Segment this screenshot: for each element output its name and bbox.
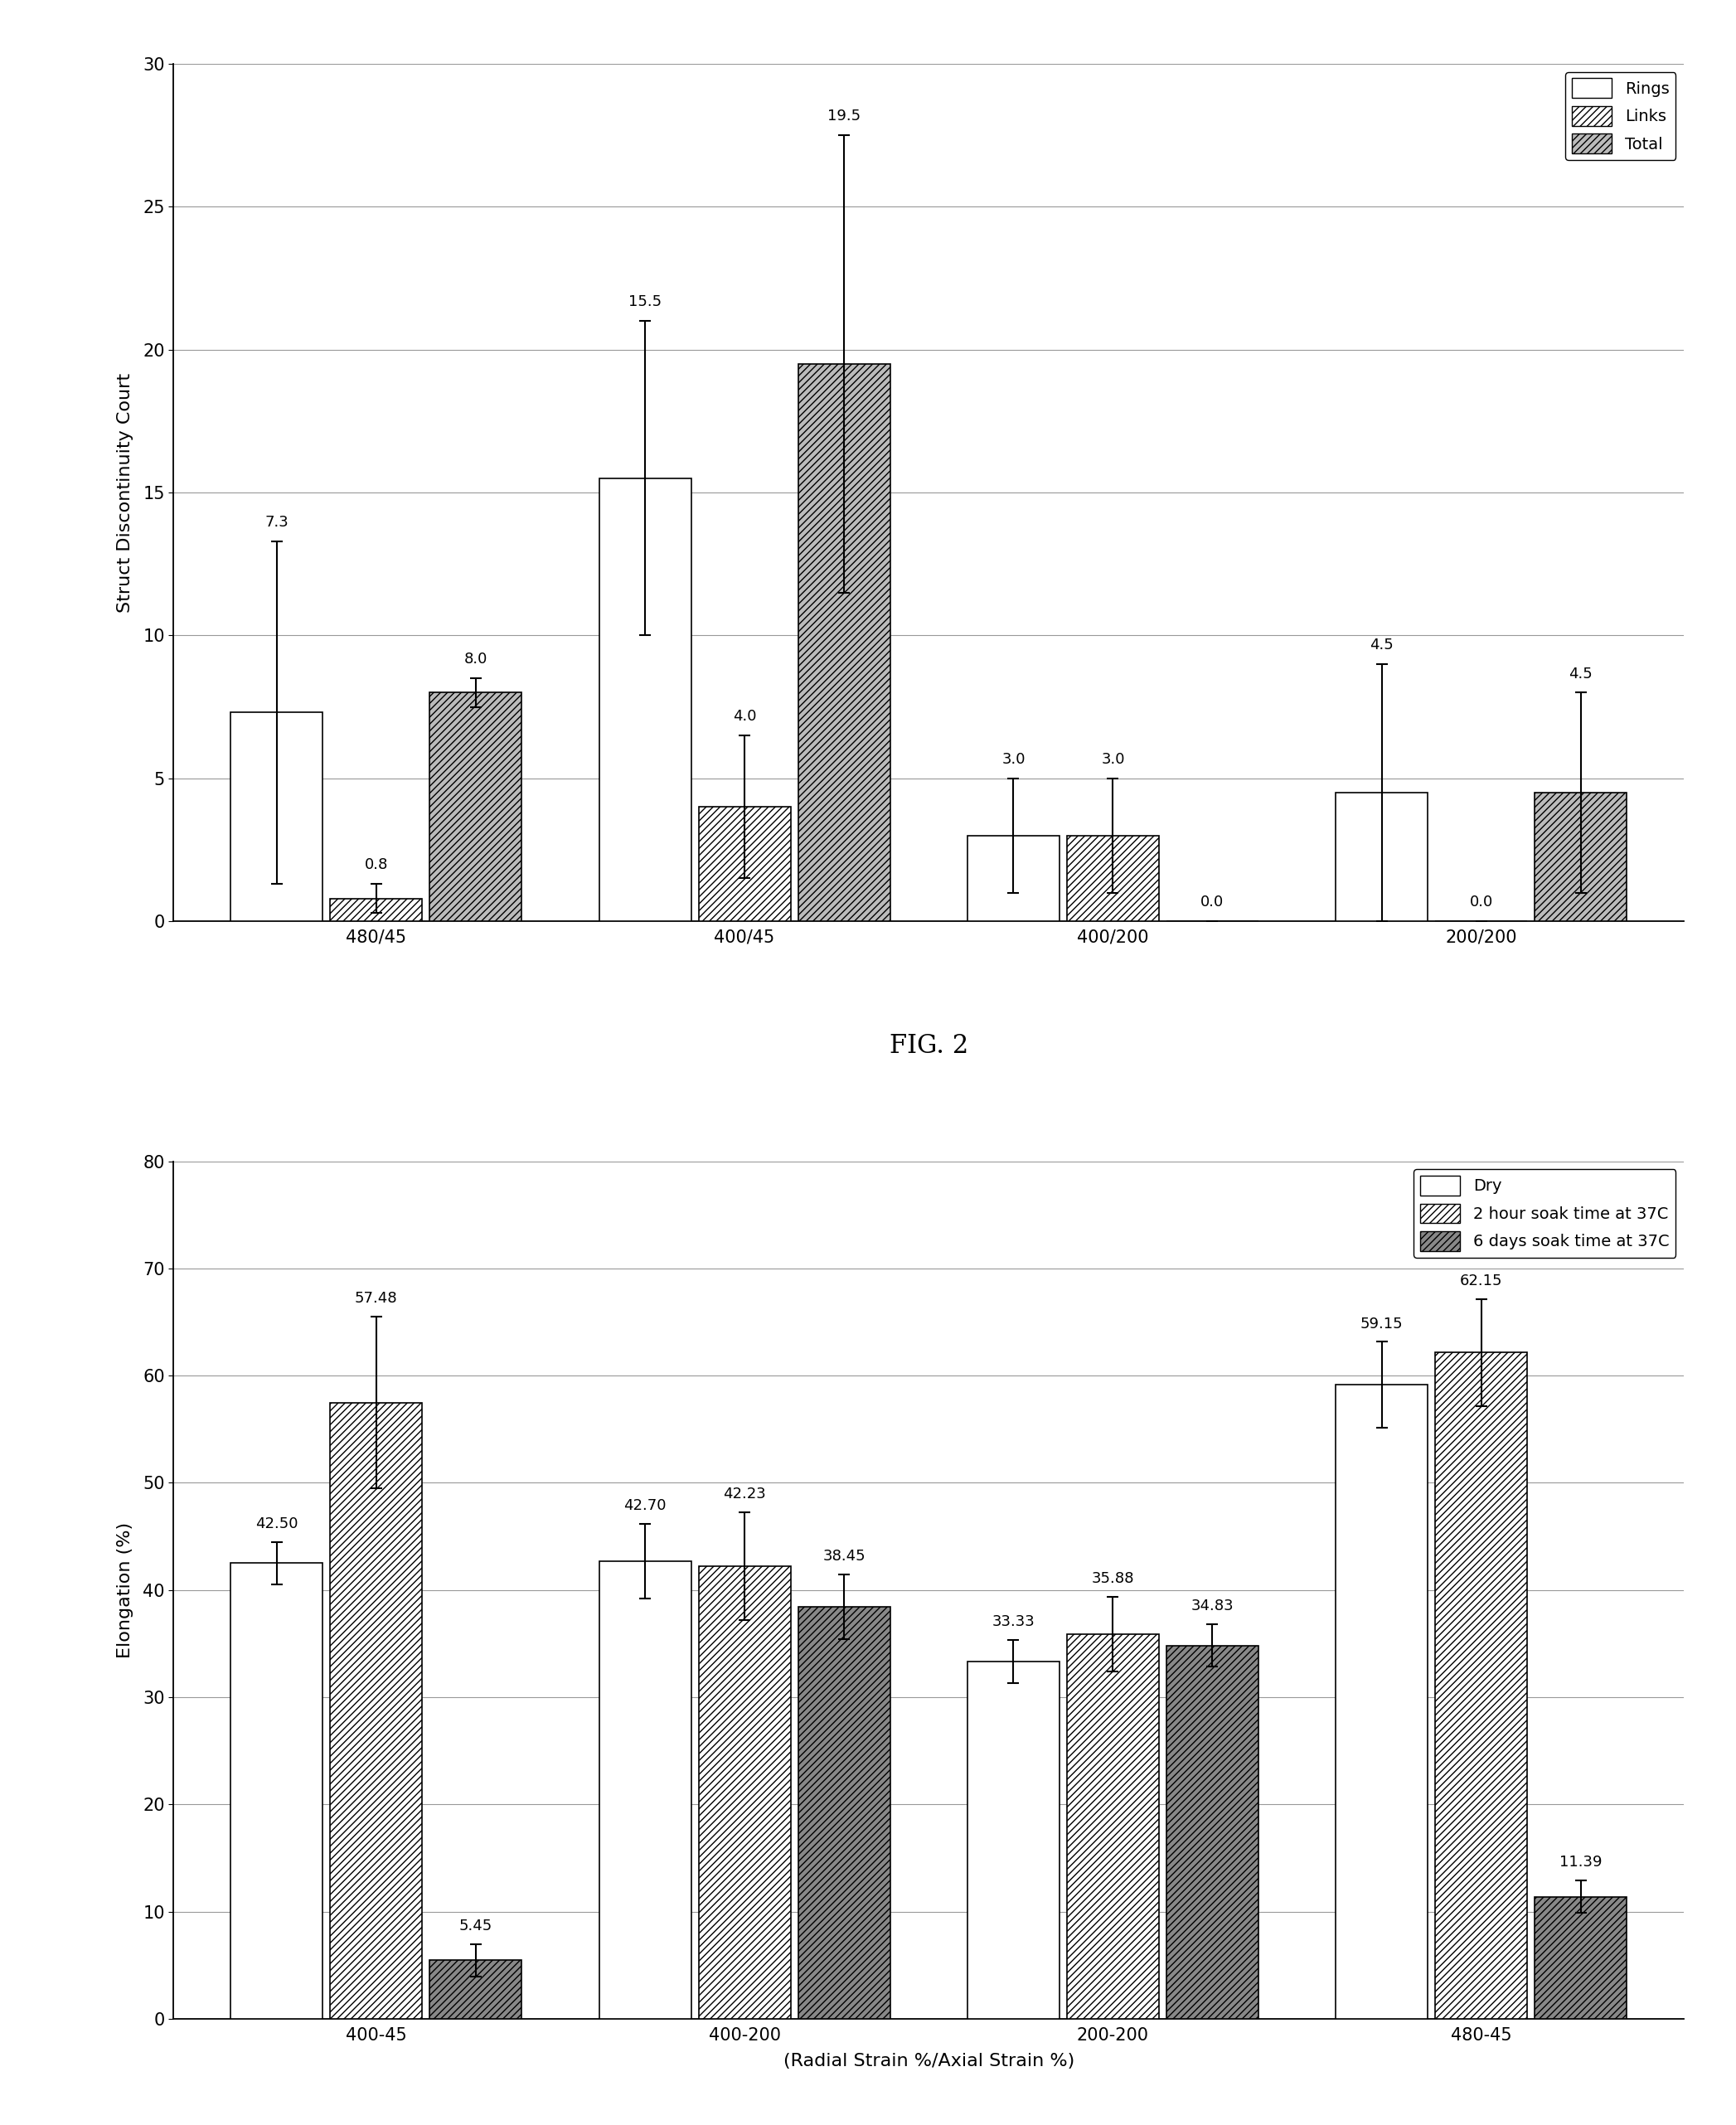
Bar	[967, 1662, 1059, 2019]
Text: FIG. 2: FIG. 2	[889, 1033, 969, 1058]
Text: 7.3: 7.3	[266, 514, 288, 529]
Text: 34.83: 34.83	[1191, 1598, 1234, 1613]
Bar	[1167, 1645, 1259, 2019]
Text: 5.45: 5.45	[458, 1919, 493, 1934]
Bar	[231, 1564, 323, 2019]
Text: 15.5: 15.5	[628, 295, 661, 310]
Text: 38.45: 38.45	[823, 1549, 866, 1564]
Bar	[429, 1961, 523, 2019]
Bar	[698, 808, 790, 922]
Text: 35.88: 35.88	[1092, 1570, 1134, 1585]
Bar	[599, 1562, 691, 2019]
X-axis label: (Radial Strain %/Axial Strain %): (Radial Strain %/Axial Strain %)	[783, 2053, 1075, 2070]
Text: 42.23: 42.23	[724, 1487, 766, 1502]
Text: 59.15: 59.15	[1361, 1315, 1403, 1330]
Text: 3.0: 3.0	[1101, 752, 1125, 767]
Legend: Rings, Links, Total: Rings, Links, Total	[1566, 72, 1675, 159]
Bar	[599, 478, 691, 922]
Text: 42.70: 42.70	[623, 1498, 667, 1513]
Text: 3.0: 3.0	[1002, 752, 1026, 767]
Text: 42.50: 42.50	[255, 1515, 299, 1532]
Text: 0.8: 0.8	[365, 858, 387, 873]
Text: 4.5: 4.5	[1370, 638, 1394, 652]
Text: 4.5: 4.5	[1569, 667, 1592, 682]
Bar	[1535, 1898, 1627, 2019]
Bar	[1335, 1386, 1429, 2019]
Bar	[1535, 793, 1627, 922]
Text: 4.0: 4.0	[733, 710, 757, 725]
Bar	[967, 835, 1059, 922]
Text: 57.48: 57.48	[354, 1292, 398, 1307]
Bar	[1068, 835, 1160, 922]
Bar	[330, 899, 422, 922]
Bar	[1068, 1634, 1160, 2019]
Text: 8.0: 8.0	[464, 652, 488, 667]
Text: 19.5: 19.5	[828, 108, 861, 123]
Bar	[330, 1402, 422, 2019]
Bar	[698, 1566, 790, 2019]
Bar	[1436, 1354, 1528, 2019]
Bar	[429, 693, 523, 922]
Bar	[799, 1606, 891, 2019]
Y-axis label: Struct Discontinuity Court: Struct Discontinuity Court	[118, 372, 134, 612]
Text: 0.0: 0.0	[1470, 895, 1493, 909]
Text: 11.39: 11.39	[1559, 1855, 1602, 1870]
Text: 62.15: 62.15	[1460, 1273, 1503, 1288]
Text: 0.0: 0.0	[1201, 895, 1224, 909]
Bar	[1335, 793, 1429, 922]
Bar	[799, 363, 891, 922]
Bar	[231, 712, 323, 922]
Y-axis label: Elongation (%): Elongation (%)	[116, 1521, 134, 1658]
Text: 33.33: 33.33	[991, 1615, 1035, 1630]
Legend: Dry, 2 hour soak time at 37C, 6 days soak time at 37C: Dry, 2 hour soak time at 37C, 6 days soa…	[1413, 1169, 1675, 1258]
